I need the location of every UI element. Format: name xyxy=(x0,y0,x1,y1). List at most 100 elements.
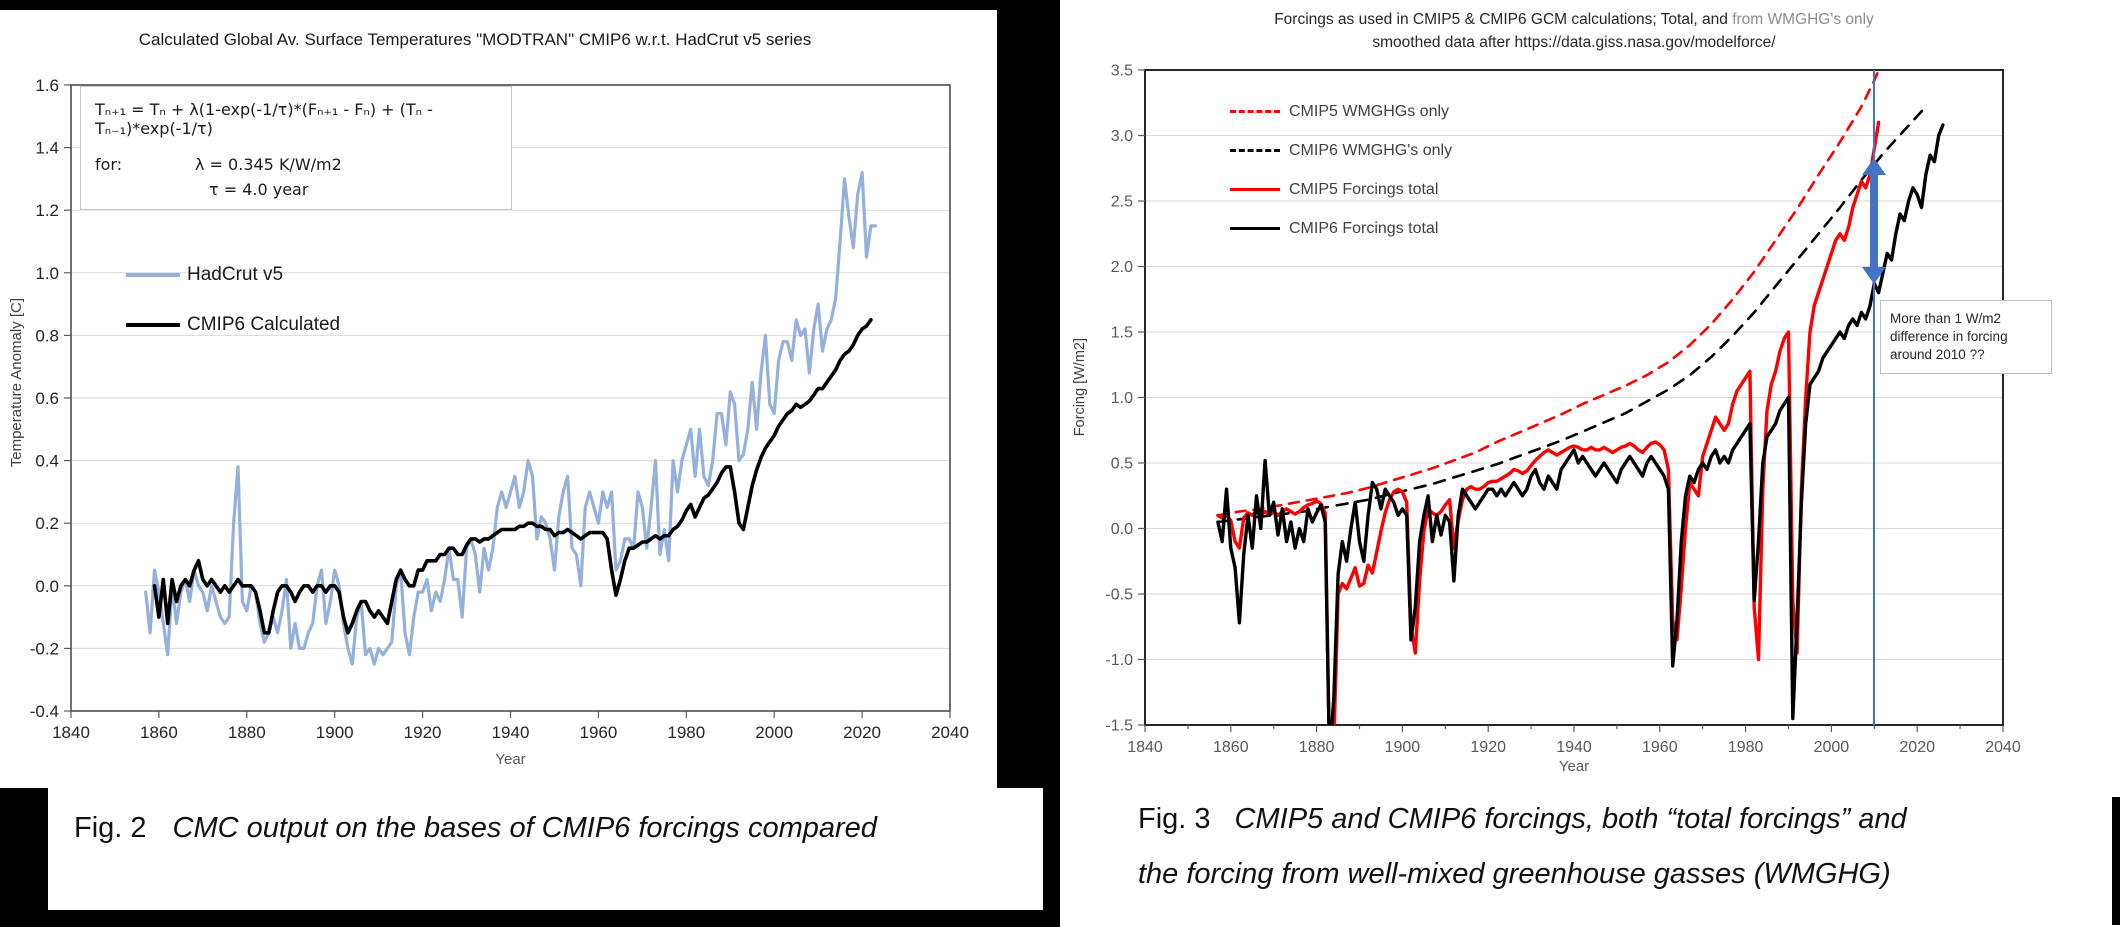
cmip5-total-solid-swatch xyxy=(1230,188,1280,191)
y-tick-label: -0.2 xyxy=(30,639,59,658)
x-tick-label: 1900 xyxy=(316,723,354,742)
cmip6-line-swatch xyxy=(126,323,180,327)
equation-for-label: for: xyxy=(95,155,123,174)
y-tick-label: 2.5 xyxy=(1111,194,1133,211)
equation-lambda-value: λ = 0.345 K/W/m2 xyxy=(195,155,342,174)
y-tick-label: 0.2 xyxy=(35,514,59,533)
x-tick-label: 1860 xyxy=(140,723,178,742)
fig2-chart-title: Calculated Global Av. Surface Temperatur… xyxy=(138,30,812,49)
y-tick-label: 1.5 xyxy=(1111,325,1133,342)
series-cmip5-wmghgs-only xyxy=(1216,70,1881,517)
legend-item-cmip6-wmghg: CMIP6 WMGHG's only xyxy=(1230,131,1452,170)
year-2010-marker-line xyxy=(1873,70,1875,725)
x-tick-label: 1840 xyxy=(1127,739,1163,756)
y-tick-label: 0.8 xyxy=(35,326,59,345)
legend-label: HadCrut v5 xyxy=(187,264,284,285)
y-tick-label: -1.0 xyxy=(1105,652,1133,669)
fig3-title-black-part: Forcings as used in CMIP5 & CMIP6 GCM ca… xyxy=(1274,11,1733,28)
legend-item-hadcrut: HadCrut v5 xyxy=(126,250,340,300)
fig2-caption-text: CMC output on the bases of CMIP6 forcing… xyxy=(172,812,877,844)
y-tick-label: 1.0 xyxy=(1111,390,1133,407)
x-tick-label: 1860 xyxy=(1213,739,1249,756)
equation-line: Tₙ₊₁ = Tₙ + λ(1-exp(-1/τ)*(Fₙ₊₁ - Fₙ) + … xyxy=(95,100,433,138)
equation-box: Tₙ₊₁ = Tₙ + λ(1-exp(-1/τ)*(Fₙ₊₁ - Fₙ) + … xyxy=(80,86,512,210)
series-cmip6-wmghg-s-only xyxy=(1216,105,1928,524)
x-tick-label: 1880 xyxy=(1299,739,1335,756)
cmip6-wmghg-dashed-swatch xyxy=(1230,149,1280,152)
x-tick-label: 1900 xyxy=(1385,739,1421,756)
x-tick-label: 2020 xyxy=(843,723,881,742)
fig3-caption: Fig. 3 CMIP5 and CMIP6 forcings, both “to… xyxy=(1138,792,1907,902)
y-tick-label: 1.6 xyxy=(35,76,59,95)
y-tick-label: 1.2 xyxy=(35,201,59,220)
x-tick-label: 1980 xyxy=(667,723,705,742)
x-tick-label: 1880 xyxy=(228,723,266,742)
annotation-line: around 2010 ?? xyxy=(1890,347,1985,363)
y-tick-label: 0.0 xyxy=(1111,521,1133,538)
y-tick-label: 1.0 xyxy=(35,264,59,283)
axis-ticks xyxy=(64,84,951,718)
fig3-y-axis-title: Forcing [W/m2] xyxy=(1072,338,1088,437)
equation-tau-value: τ = 4.0 year xyxy=(209,180,309,199)
fig2-chart-svg: 1840 1860 1880 1900 1920 1940 1960 1980 2000 2020… xyxy=(30,76,969,742)
hadcrut-line-swatch xyxy=(126,273,180,277)
cmip5-wmghg-dashed-swatch xyxy=(1230,110,1280,113)
fig2-x-axis-title: Year xyxy=(495,751,526,768)
series-lines xyxy=(144,171,877,666)
fig3-caption-line2: the forcing from well-mixed greenhouse g… xyxy=(1138,858,1891,890)
fig3-title-line2: smoothed data after https://data.giss.na… xyxy=(1372,34,1776,51)
fig3-caption-label: Fig. 3 xyxy=(1138,803,1211,835)
legend-label: CMIP6 Forcings total xyxy=(1289,219,1439,237)
legend-item-cmip6-calculated: CMIP6 Calculated xyxy=(126,300,340,350)
y-tick-label: -0.5 xyxy=(1105,587,1133,604)
x-tick-label: 2040 xyxy=(1985,739,2021,756)
legend-item-cmip5-wmghg: CMIP5 WMGHGs only xyxy=(1230,92,1452,131)
fig2-y-axis-title: Temperature Anomaly [C] xyxy=(8,298,25,468)
y-tick-label: 0.4 xyxy=(35,452,59,471)
x-tick-label: 1960 xyxy=(579,723,617,742)
axis-tick-labels: 1840 1860 1880 1900 1920 1940 1960 1980 2000 2020… xyxy=(30,76,969,742)
x-tick-label: 1920 xyxy=(1470,739,1506,756)
y-tick-label: 3.0 xyxy=(1111,128,1133,145)
x-tick-label: 2020 xyxy=(1899,739,1935,756)
y-tick-label: 1.4 xyxy=(35,139,59,158)
fig3-chart-svg: 1840 1860 1880 1900 1920 1940 1960 1980 2000 2020… xyxy=(1105,63,2020,756)
x-tick-label: 1940 xyxy=(1556,739,1592,756)
series-hadcrut-v5 xyxy=(144,171,877,666)
annotation-line: difference in forcing xyxy=(1890,329,2008,345)
axis-ticks xyxy=(1138,69,2004,732)
right-edge-black-bar xyxy=(2112,797,2120,925)
fig2-caption: Fig. 2 CMC output on the bases of CMIP6 f… xyxy=(48,788,1043,910)
fig3-caption-line1: Fig. 3 CMIP5 and CMIP6 forcings, both “to… xyxy=(1138,792,1907,847)
fig3-x-axis-title: Year xyxy=(1558,758,1590,775)
legend-item-cmip5-total: CMIP5 Forcings total xyxy=(1230,170,1452,209)
axis-tick-labels: 1840 1860 1880 1900 1920 1940 1960 1980 2000 2020… xyxy=(1105,63,2020,756)
fig2-legend: HadCrut v5 CMIP6 Calculated xyxy=(126,250,340,350)
forcing-difference-arrow xyxy=(1862,158,1886,284)
fig3-title-line1: Forcings as used in CMIP5 & CMIP6 GCM ca… xyxy=(1145,8,2003,31)
y-tick-label: 0.5 xyxy=(1111,456,1133,473)
y-tick-label: 0.6 xyxy=(35,389,59,408)
legend-label: CMIP6 Calculated xyxy=(187,314,341,335)
legend-label: CMIP5 Forcings total xyxy=(1289,180,1439,198)
annotation-line: More than 1 W/m2 xyxy=(1890,311,2002,326)
x-tick-label: 1920 xyxy=(404,723,442,742)
y-tick-label: -0.4 xyxy=(30,702,59,721)
x-tick-label: 1840 xyxy=(52,723,90,742)
x-tick-label: 2040 xyxy=(931,723,969,742)
x-tick-label: 2000 xyxy=(1814,739,1850,756)
figure-3-panel: 1840 1860 1880 1900 1920 1940 1960 1980 2000 2020… xyxy=(1060,0,2120,927)
legend-item-cmip6-total: CMIP6 Forcings total xyxy=(1230,209,1452,248)
fig3-chart-title: Forcings as used in CMIP5 & CMIP6 GCM ca… xyxy=(1145,8,2003,54)
legend-label: CMIP5 WMGHGs only xyxy=(1289,102,1450,120)
series-cmip6-calculated xyxy=(152,318,873,635)
x-tick-label: 1960 xyxy=(1642,739,1678,756)
cmip6-total-solid-swatch xyxy=(1230,227,1280,230)
fig2-caption-label: Fig. 2 xyxy=(74,812,147,844)
fig3-caption-text: CMIP5 and CMIP6 forcings, both “total fo… xyxy=(1234,803,1907,835)
y-tick-label: 2.0 xyxy=(1111,259,1133,276)
series-lines xyxy=(1216,70,1945,725)
legend-label: CMIP6 WMGHG's only xyxy=(1289,141,1453,159)
fig3-legend: CMIP5 WMGHGs only CMIP6 WMGHG's only CMI… xyxy=(1230,92,1452,248)
